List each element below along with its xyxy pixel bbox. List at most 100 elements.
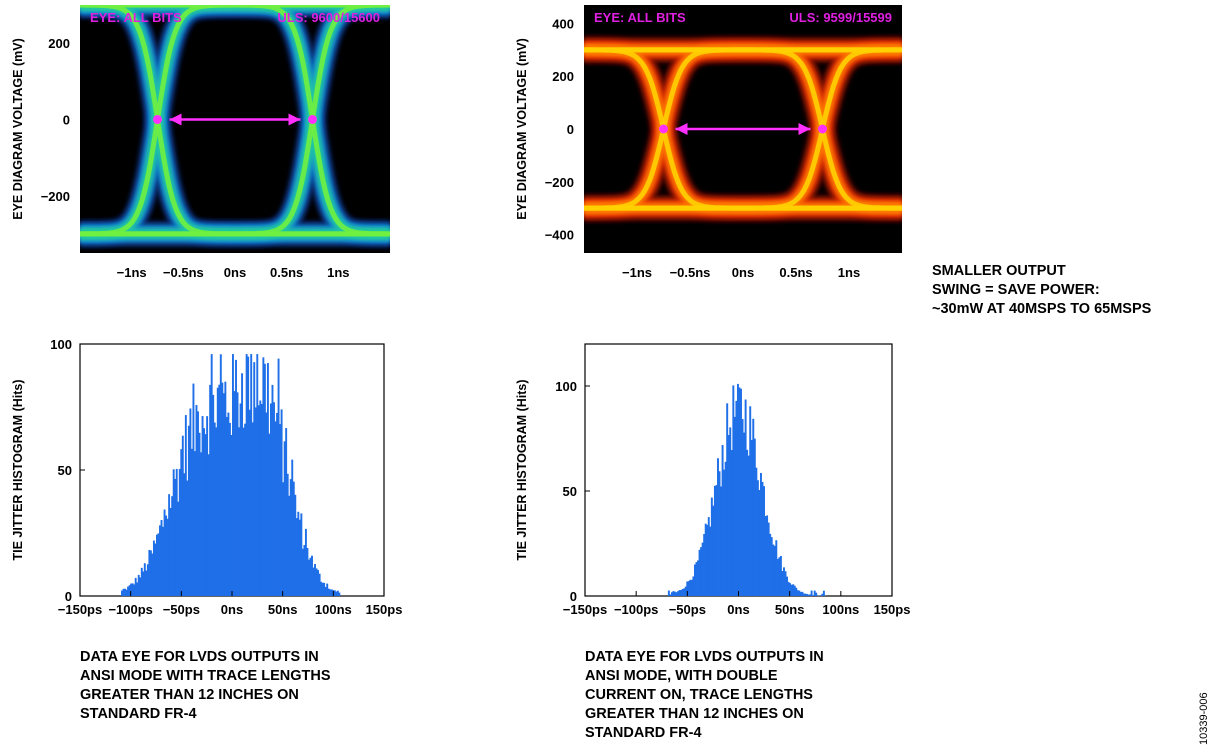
- hist2-bar: [717, 458, 719, 596]
- hist1-bar: [298, 519, 301, 596]
- hist1-bar: [315, 568, 318, 596]
- hist2-bar: [743, 432, 746, 596]
- hist1-bar: [248, 409, 251, 596]
- eye1-y-axis-label: EYE DIAGRAM VOLTAGE (mV): [11, 38, 25, 220]
- hist1-bar: [122, 588, 125, 596]
- hist2-bar: [678, 590, 681, 596]
- hist1-bar: [268, 433, 271, 596]
- hist1-bar: [137, 574, 140, 596]
- power-note: SMALLER OUTPUT SWING = SAVE POWER: ~30mW…: [932, 262, 1151, 319]
- hist1-bar: [233, 391, 236, 596]
- hist1-bar: [263, 363, 266, 596]
- hist1-x-tick-label: −100ps: [108, 602, 152, 617]
- hist1-bar: [210, 354, 213, 596]
- hist2-bar: [709, 526, 712, 596]
- eye2-label-left: EYE: ALL BITS: [594, 10, 686, 25]
- hist2-bar: [776, 558, 779, 596]
- hist1-bar: [308, 559, 310, 596]
- power-note-line: SWING = SAVE POWER:: [932, 282, 1100, 298]
- hist1-y-tick-label: 0: [65, 589, 72, 604]
- hist2-bar: [813, 590, 816, 596]
- hist1-bar: [314, 564, 316, 596]
- hist2-x-tick-label: 0ns: [727, 602, 749, 617]
- hist2-bar: [821, 593, 824, 596]
- hist2-x-tick-label: 100ns: [822, 602, 859, 617]
- hist1-x-tick-label: −50ps: [163, 602, 200, 617]
- hist2-bar: [763, 486, 765, 596]
- hist1-bar: [304, 528, 307, 596]
- hist2-bar: [724, 461, 727, 596]
- hist1-bar: [130, 583, 133, 596]
- hist1-bar: [291, 459, 294, 596]
- hist2-bar: [799, 591, 802, 596]
- hist1-bar: [242, 427, 245, 596]
- hist1-bar: [177, 501, 180, 596]
- eye2-x-tick-label: −1ns: [622, 265, 652, 280]
- hist2-bar: [726, 403, 729, 596]
- eye1-label-right: ULS: 9600/15600: [277, 10, 380, 25]
- hist2-bar: [698, 549, 701, 596]
- eye1-y-tick-label: −200: [41, 189, 70, 204]
- hist1-bar: [183, 473, 186, 596]
- hist2-bar: [775, 540, 778, 596]
- eye2-x-tick-label: −0.5ns: [670, 265, 711, 280]
- hist2-y-tick-label: 50: [563, 484, 577, 499]
- hist1-bar: [285, 428, 288, 596]
- hist1-bar: [271, 384, 274, 596]
- hist2-bar: [766, 515, 769, 596]
- hist2-bar: [723, 469, 726, 596]
- hist1-bar: [245, 354, 248, 596]
- hist1-bar: [146, 564, 149, 596]
- hist1-bar: [270, 403, 272, 596]
- hist1-bar: [143, 563, 146, 596]
- hist1-y-axis-label: TIE JITTER HISTOGRAM (Hits): [11, 379, 25, 560]
- hist2-bar: [759, 472, 762, 596]
- hist1-bar: [309, 557, 312, 596]
- hist1-bar: [131, 583, 134, 596]
- hist2-bar: [773, 545, 776, 596]
- hist2-bar: [779, 555, 782, 596]
- hist2-bar: [764, 516, 767, 596]
- hist1-bar: [244, 423, 247, 596]
- hist2-bar: [706, 524, 709, 596]
- hist1-bar: [320, 581, 323, 596]
- hist1-bar: [335, 591, 338, 596]
- hist1-bar: [172, 469, 175, 596]
- eye2-y-tick-label: 200: [552, 69, 574, 84]
- hist1-bar: [121, 590, 123, 596]
- hist1-bar: [127, 586, 130, 596]
- eye1-trace-band: [80, 5, 390, 237]
- hist2-bar: [736, 383, 739, 596]
- caption-left-line: GREATER THAN 12 INCHES ON: [80, 687, 299, 703]
- hist1-x-tick-label: 100ns: [315, 602, 352, 617]
- hist1-bar: [222, 393, 225, 596]
- hist2-x-tick-label: −100ps: [614, 602, 658, 617]
- hist1-bar: [166, 518, 169, 596]
- hist1-bar: [215, 427, 218, 596]
- hist1-bar: [282, 482, 285, 596]
- hist2-bar: [806, 593, 808, 596]
- hist2-bar: [789, 583, 792, 596]
- caption-left-line: STANDARD FR-4: [80, 706, 197, 722]
- eye1-arrow-head-right: [288, 113, 301, 126]
- hist1-bar: [262, 357, 265, 596]
- hist2-bar: [772, 544, 775, 596]
- hist2-bar: [675, 592, 678, 596]
- hist1-bar: [181, 435, 184, 596]
- eye1-plot: EYE: ALL BITS ULS: 9600/15600 −1ns −0.5ns 0n…: [11, 5, 390, 280]
- hist1-bar: [300, 513, 303, 596]
- hist1-bar: [149, 550, 152, 596]
- caption-right-line: GREATER THAN 12 INCHES ON: [585, 706, 804, 722]
- hist2-bar: [713, 485, 716, 596]
- eye2-trace-band: [584, 47, 902, 211]
- hist2-bar: [683, 588, 686, 596]
- hist1-bar: [145, 570, 148, 596]
- hist2-bar: [670, 592, 673, 596]
- hist1-bar: [286, 473, 289, 596]
- hist1-bar: [257, 405, 260, 596]
- eye1-traces: [80, 5, 390, 247]
- hist2-bar: [707, 517, 710, 596]
- hist2-bar: [793, 585, 796, 596]
- hist2-bar: [815, 592, 818, 596]
- hist1-bar: [128, 585, 131, 596]
